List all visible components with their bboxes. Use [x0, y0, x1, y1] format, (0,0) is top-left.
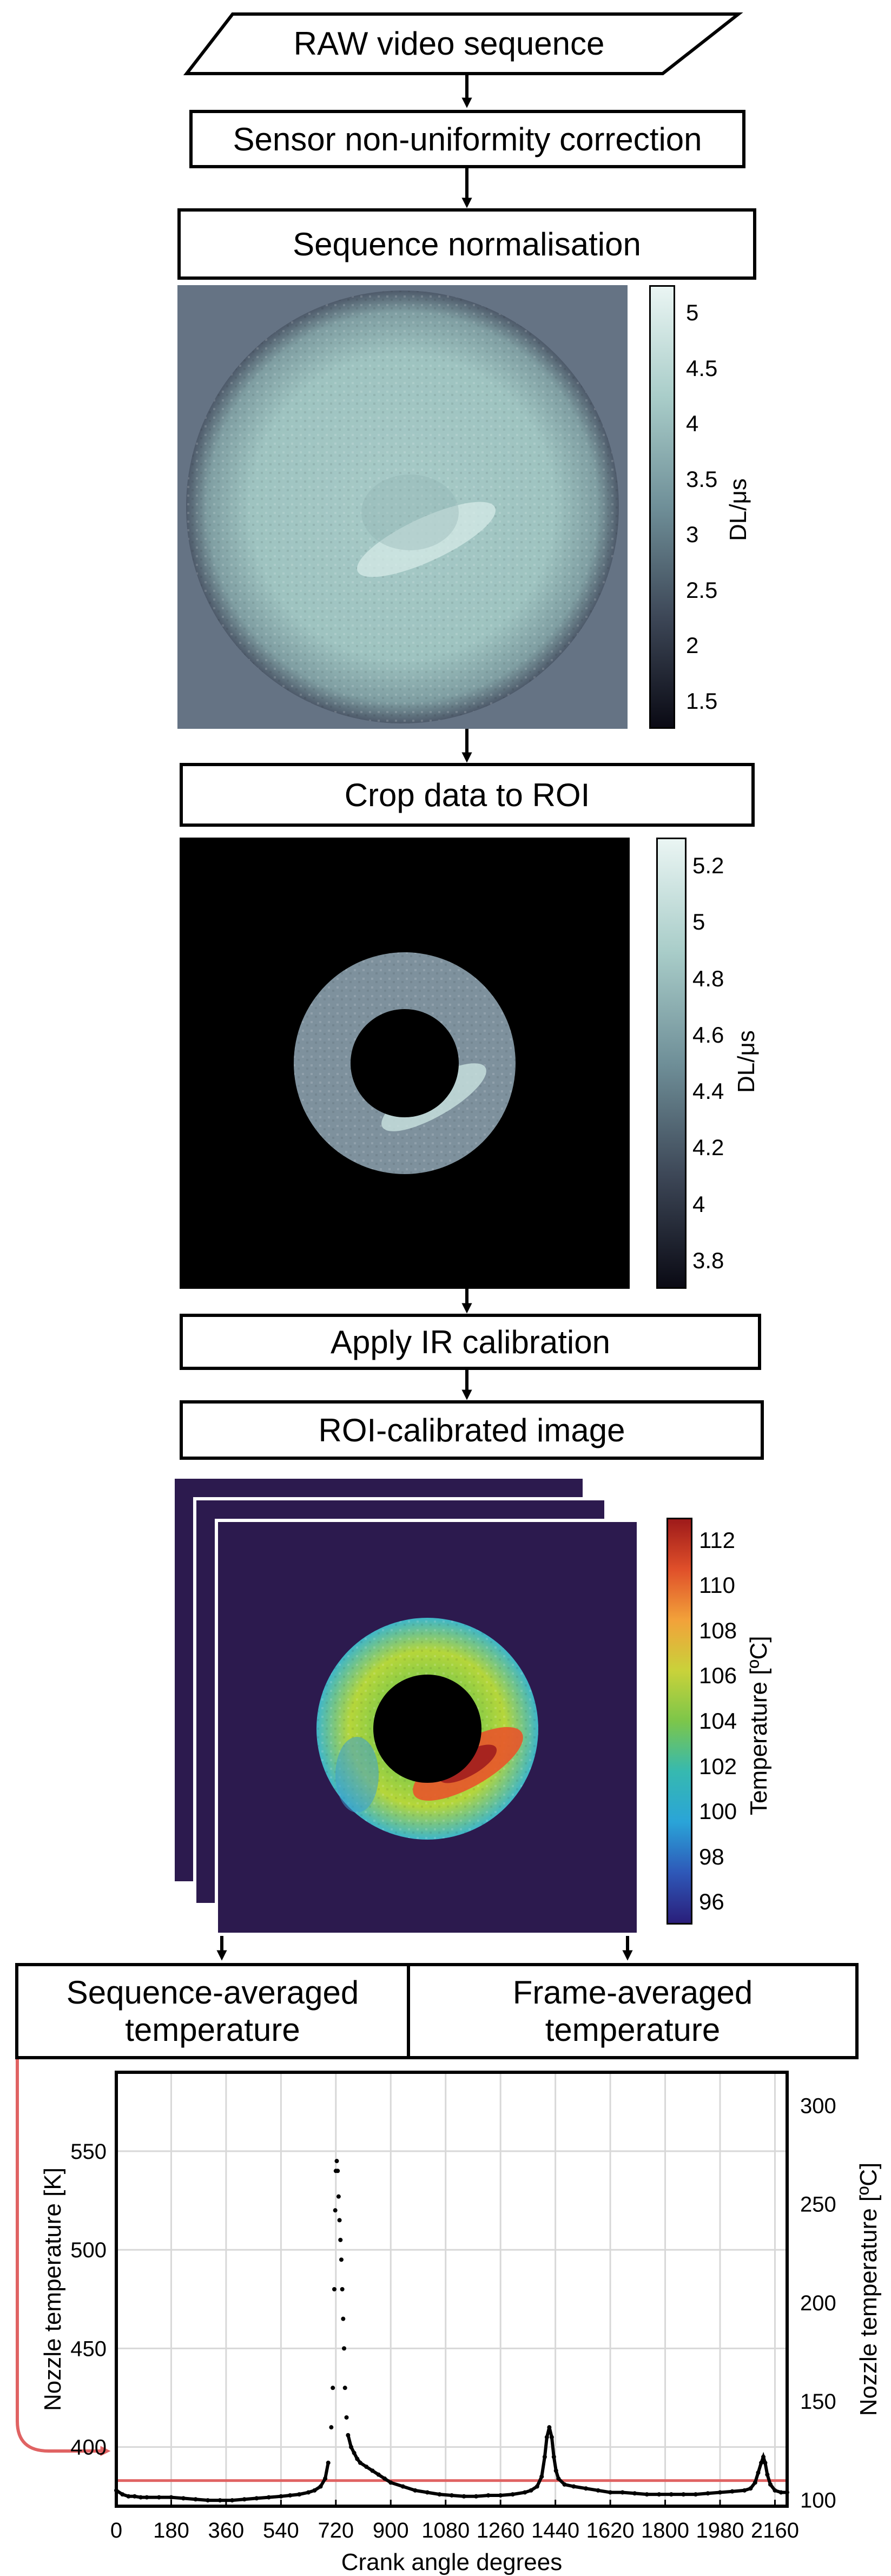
data-point — [342, 2386, 347, 2390]
crop-colorbar-tick-label: 5.2 — [692, 853, 724, 879]
x-tick-label: 1260 — [477, 2519, 525, 2542]
temp-colorbar-tick-label: 106 — [699, 1663, 737, 1689]
x-tick-label: 360 — [208, 2519, 245, 2542]
temperature-chart: 0 180 360 540 720 900 1080 1260 1440 1620 1800 1980… — [39, 2071, 882, 2575]
data-point — [341, 2316, 346, 2321]
y-tick-label: 400 — [70, 2436, 107, 2460]
temp-colorbar-tick-label: 112 — [699, 1527, 735, 1553]
calibrated-image-stack — [173, 1475, 640, 1936]
frame-averaged-box: Frame-averaged temperature — [407, 1963, 859, 2059]
y2-tick-label: 250 — [800, 2193, 836, 2217]
plot-frame — [115, 2071, 789, 2508]
norm-colorbar — [649, 285, 675, 729]
data-point — [337, 2218, 342, 2223]
crop-colorbar-tick-label: 4 — [692, 1191, 705, 1217]
y2-tick-label: 200 — [800, 2291, 836, 2315]
norm-colorbar-tick-label: 3 — [686, 522, 699, 548]
temp-colorbar-tick-label: 108 — [699, 1617, 737, 1643]
ir-calibration-box: Apply IR calibration — [180, 1314, 761, 1370]
norm-colorbar-tick-label: 4 — [686, 411, 699, 437]
sequence-averaged-box: Sequence-averaged temperature — [15, 1963, 410, 2059]
y-axis-label: Nozzle temperature [K] — [39, 2167, 66, 2411]
crop-colorbar-tick-label: 5 — [692, 909, 705, 935]
y2-tick-label: 150 — [800, 2390, 836, 2414]
x-tick-label: 1440 — [531, 2519, 579, 2542]
x-tick-label: 540 — [263, 2519, 299, 2542]
y2-tick-label: 100 — [800, 2489, 836, 2513]
data-point — [332, 2287, 336, 2291]
x-tick-label: 1620 — [586, 2519, 635, 2542]
data-point — [339, 2257, 344, 2262]
data-point — [333, 2208, 338, 2213]
x-tick-label: 1980 — [696, 2519, 744, 2542]
crop-colorbar-tick-label: 3.8 — [692, 1247, 724, 1273]
crop-roi-box: Crop data to ROI — [180, 763, 755, 827]
roi-calibrated-box: ROI-calibrated image — [180, 1400, 764, 1460]
temp-colorbar — [666, 1518, 692, 1925]
x-axis-label: Crank angle degrees — [341, 2549, 562, 2575]
temp-colorbar-tick-label: 104 — [699, 1708, 737, 1734]
data-point — [340, 2287, 345, 2291]
y2-axis-label: Nozzle temperature [ºC] — [855, 2163, 882, 2416]
x-tick-label: 0 — [110, 2519, 122, 2542]
x-tick-label: 2160 — [751, 2519, 799, 2542]
data-point — [334, 2159, 339, 2164]
x-tick-label: 720 — [318, 2519, 354, 2542]
plot-area — [116, 2072, 787, 2506]
norm-colorbar-title: DL/μs — [725, 478, 751, 541]
raw-video-label: RAW video sequence — [293, 25, 605, 62]
crop-colorbar-tick-label: 4.2 — [692, 1135, 724, 1161]
norm-colorbar-tick-label: 2 — [686, 633, 699, 658]
crop-colorbar-tick-label: 4.4 — [692, 1078, 724, 1104]
y-tick-label: 500 — [70, 2238, 107, 2262]
y-tick-label: 550 — [70, 2140, 107, 2164]
arrow-seq-avg-to-chart — [16, 2057, 111, 2456]
temp-colorbar-tick-label: 96 — [699, 1889, 724, 1915]
y2-tick-label: 300 — [800, 2094, 836, 2118]
temp-colorbar-tick-label: 100 — [699, 1798, 737, 1824]
data-point — [344, 2415, 349, 2420]
data-point — [338, 2237, 343, 2242]
crop-colorbar — [656, 838, 687, 1289]
norm-colorbar-tick-label: 5 — [686, 300, 699, 326]
cropped-roi-image — [180, 838, 630, 1289]
data-point — [335, 2169, 340, 2173]
crop-colorbar-tick-label: 4.8 — [692, 965, 724, 991]
x-tick-label: 1080 — [421, 2519, 470, 2542]
x-tick-label: 900 — [373, 2519, 409, 2542]
sensor-correction-box: Sensor non-uniformity correction — [189, 110, 745, 168]
y-tick-label: 450 — [70, 2337, 107, 2361]
x-tick-label: 180 — [153, 2519, 189, 2542]
normalised-image — [177, 285, 628, 729]
norm-colorbar-tick-label: 3.5 — [686, 466, 718, 492]
normalisation-box: Sequence normalisation — [177, 208, 756, 280]
crop-colorbar-tick-label: 4.6 — [692, 1022, 724, 1047]
norm-colorbar-tick-label: 2.5 — [686, 577, 718, 603]
temp-colorbar-title: Temperature [ºC] — [745, 1636, 772, 1815]
crop-colorbar-title: DL/μs — [733, 1030, 760, 1093]
norm-colorbar-tick-label: 1.5 — [686, 688, 718, 714]
temp-colorbar-tick-label: 102 — [699, 1753, 737, 1779]
temp-colorbar-tick-label: 110 — [699, 1572, 735, 1598]
raw-video-parallelogram — [183, 12, 743, 75]
temp-colorbar-tick-label: 98 — [699, 1843, 724, 1869]
data-point — [331, 2386, 335, 2390]
norm-colorbar-tick-label: 4.5 — [686, 355, 718, 381]
data-point — [329, 2425, 334, 2430]
data-point — [342, 2346, 347, 2351]
data-point — [336, 2194, 341, 2199]
x-tick-label: 1800 — [641, 2519, 689, 2542]
